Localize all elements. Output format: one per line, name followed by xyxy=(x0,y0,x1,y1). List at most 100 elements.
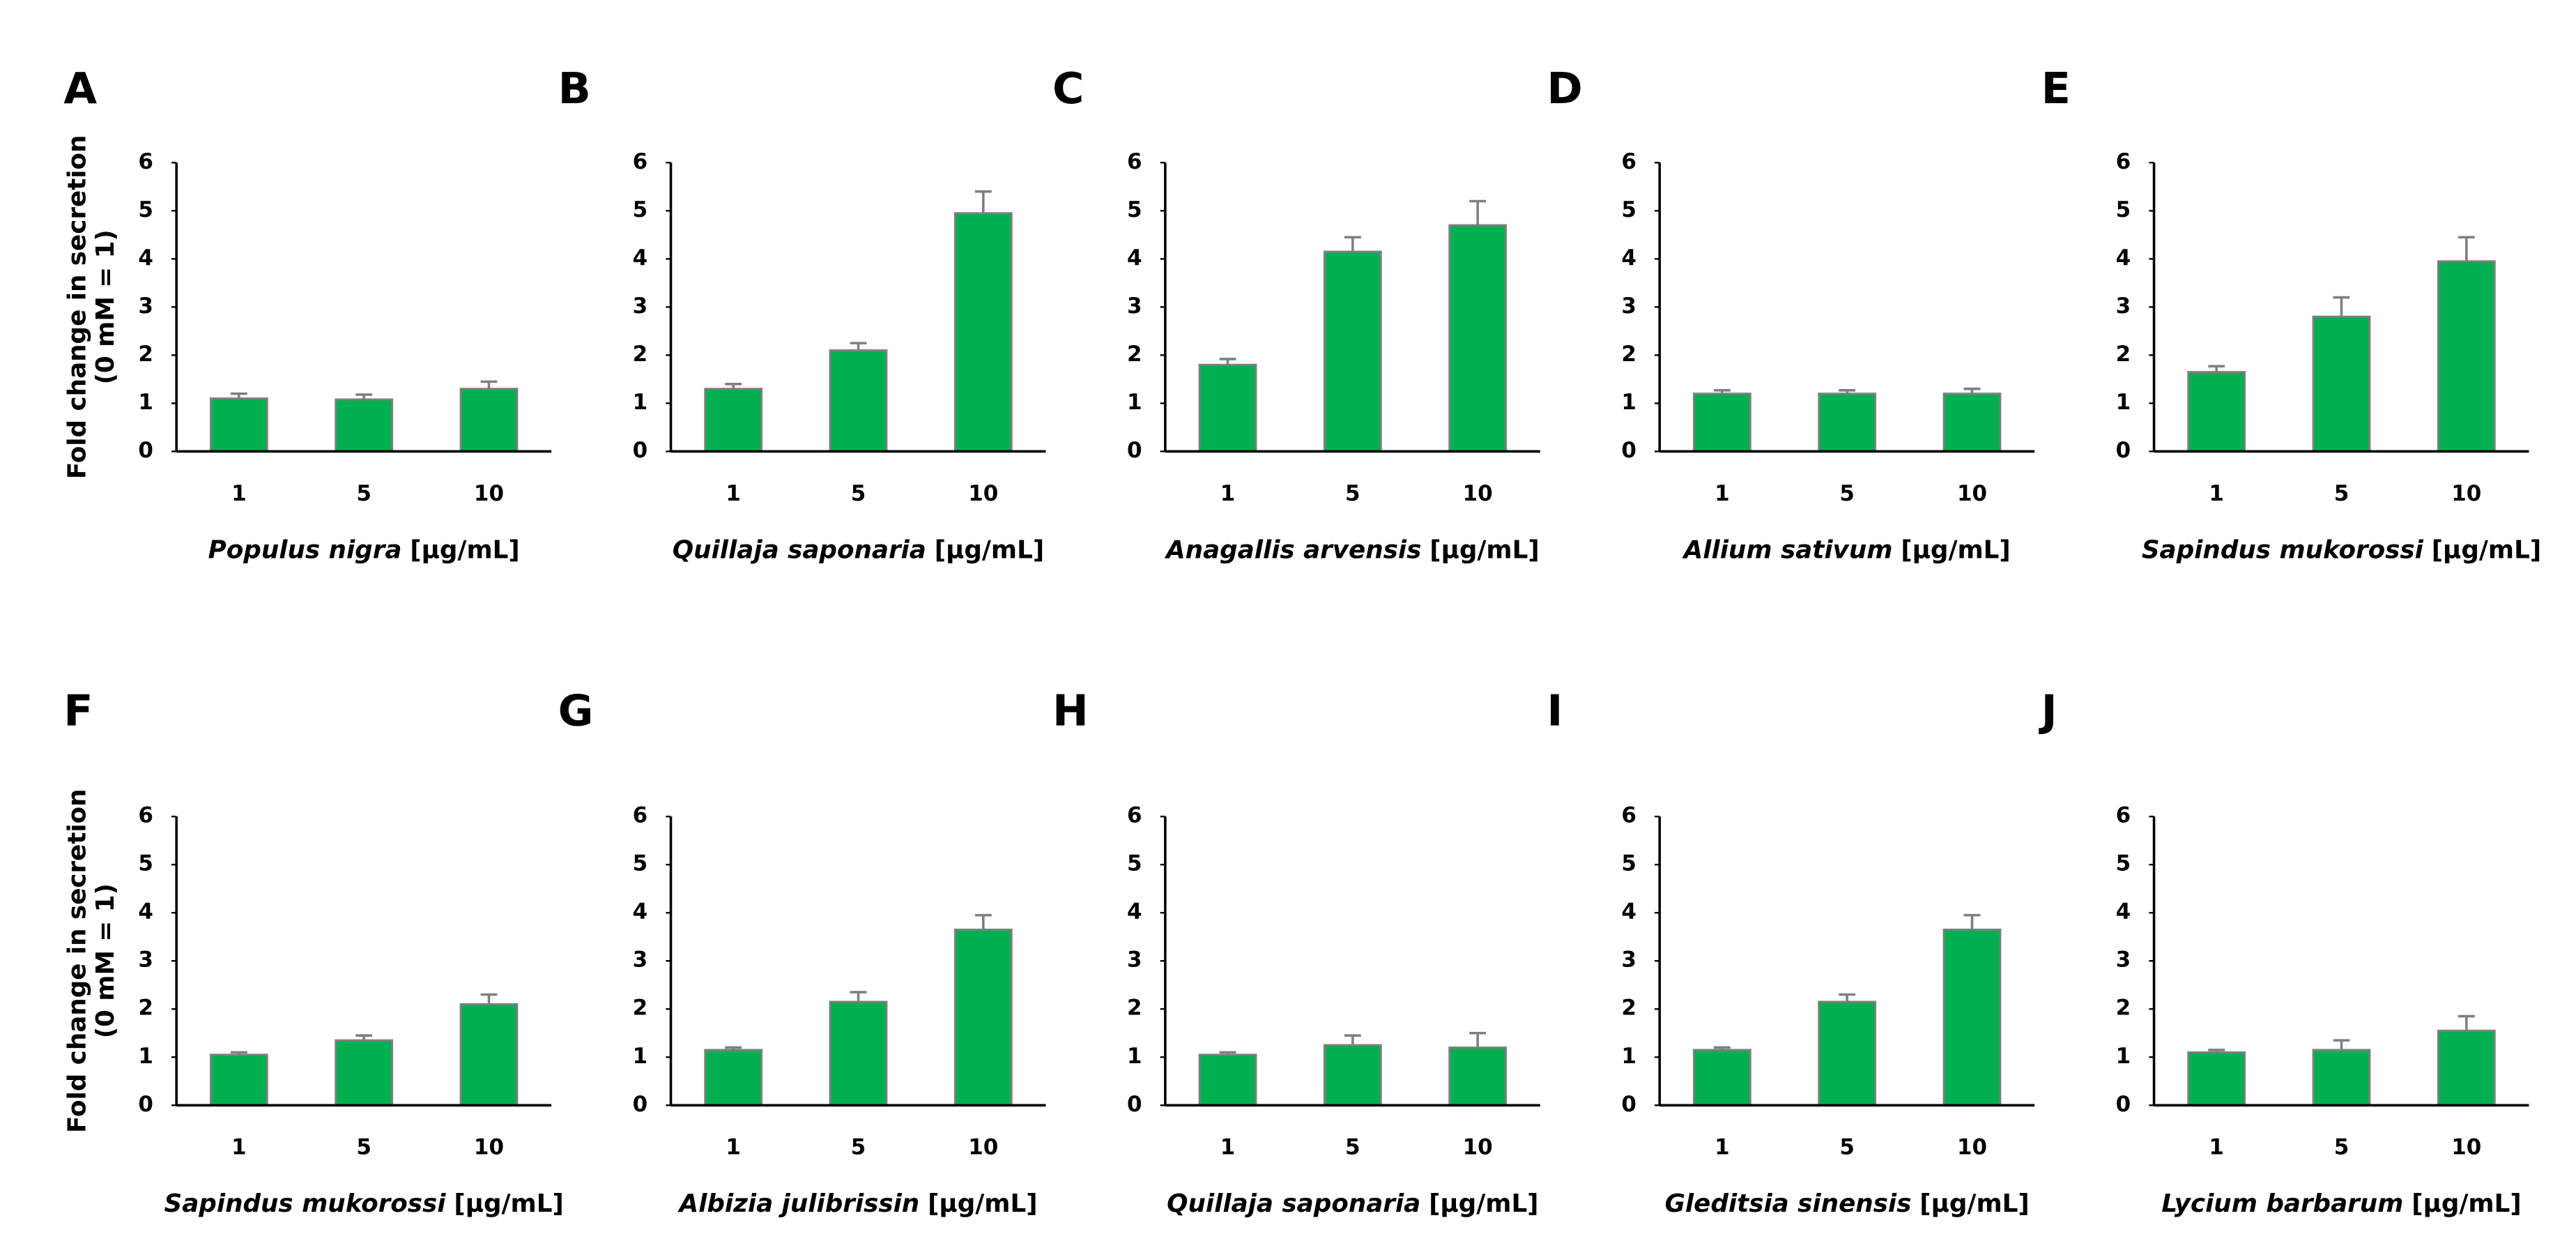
panel-label: F xyxy=(63,686,93,736)
bar xyxy=(829,349,888,452)
x-axis-label-species: Sapindus mukorossi xyxy=(2142,535,2424,564)
x-tick-label: 5 xyxy=(356,1135,371,1160)
y-tick-label: 2 xyxy=(138,342,153,367)
panel-label: D xyxy=(1547,63,1582,114)
x-tick-label: 1 xyxy=(2209,481,2224,506)
y-tick-label: 3 xyxy=(2116,294,2131,319)
error-bar xyxy=(230,392,247,399)
y-tick-label: 5 xyxy=(138,851,153,876)
x-tick-label: 10 xyxy=(1957,1135,1987,1160)
error-bar xyxy=(1344,236,1361,252)
y-tick-label: 4 xyxy=(1127,899,1142,924)
y-axis-label: Fold change in secretion xyxy=(63,135,92,480)
x-axis-label-unit: [µg/mL] xyxy=(1429,1189,1538,1218)
bar xyxy=(1448,224,1508,452)
x-axis-label-unit: [µg/mL] xyxy=(2432,535,2541,564)
x-axis-label-unit: [µg/mL] xyxy=(1429,535,1539,564)
y-tick-label: 6 xyxy=(138,803,153,828)
y-tick-label: 3 xyxy=(1127,948,1142,973)
error-bar xyxy=(1713,388,1731,394)
x-tick-label: 10 xyxy=(968,481,998,506)
y-tick-label: 2 xyxy=(2116,996,2131,1021)
y-tick-label: 3 xyxy=(2116,948,2131,973)
x-axis-label: Gleditsia sinensis [µg/mL] xyxy=(1665,1189,2030,1218)
y-tick-label: 2 xyxy=(2116,342,2131,367)
bar xyxy=(1818,1000,1877,1106)
x-tick-label: 10 xyxy=(2451,1135,2481,1160)
x-tick-label: 1 xyxy=(1220,481,1236,506)
y-tick-label: 6 xyxy=(633,149,648,174)
y-axis-label: (0 mM = 1) xyxy=(91,883,120,1038)
y-tick-label: 3 xyxy=(1621,948,1636,973)
error-bar xyxy=(2333,296,2350,317)
x-axis-label: Anagallis arvensis [µg/mL] xyxy=(1164,535,1540,564)
y-tick-label: 2 xyxy=(1621,342,1636,367)
bar xyxy=(704,388,763,452)
x-tick-label: 1 xyxy=(726,1135,741,1160)
panel-label: H xyxy=(1052,686,1089,736)
bar xyxy=(953,928,1013,1106)
x-axis-label: Allium sativum [µg/mL] xyxy=(1682,535,2011,564)
bar xyxy=(2187,371,2246,452)
y-tick-label: 1 xyxy=(633,390,648,415)
bar xyxy=(335,1039,394,1106)
x-axis-label-species: Quillaja saponaria xyxy=(1167,1189,1420,1218)
x-axis-label: Sapindus mukorossi [µg/mL] xyxy=(164,1189,564,1218)
y-tick-label: 6 xyxy=(1127,149,1142,174)
bar xyxy=(829,1000,888,1106)
y-tick-label: 4 xyxy=(138,245,153,271)
y-tick-label: 0 xyxy=(1127,438,1142,463)
panel-label: I xyxy=(1547,686,1563,736)
y-tick-label: 1 xyxy=(138,390,153,415)
x-tick-label: 5 xyxy=(356,481,371,506)
y-tick-label: 0 xyxy=(633,1092,648,1117)
error-bar xyxy=(725,1046,742,1050)
x-tick-label: 10 xyxy=(968,1135,998,1160)
x-tick-label: 5 xyxy=(1345,481,1360,506)
y-tick-label: 4 xyxy=(2116,245,2131,271)
bar xyxy=(2437,1029,2496,1106)
y-tick-label: 3 xyxy=(633,948,648,973)
x-axis-label: Albizia julibrissin [µg/mL] xyxy=(677,1189,1037,1218)
bar xyxy=(1198,363,1257,452)
y-tick-label: 1 xyxy=(138,1044,153,1069)
error-bar xyxy=(1469,199,1487,226)
bar xyxy=(1942,393,2002,452)
bar xyxy=(459,388,519,452)
x-tick-label: 1 xyxy=(1220,1135,1236,1160)
x-axis-label: Populus nigra [µg/mL] xyxy=(208,535,520,564)
x-axis-label: Quillaja saponaria [µg/mL] xyxy=(673,535,1044,564)
error-bar xyxy=(1839,993,1856,1002)
x-axis-label: Lycium barbarum [µg/mL] xyxy=(2161,1189,2521,1218)
y-tick-label: 2 xyxy=(138,996,153,1021)
y-tick-label: 1 xyxy=(1127,390,1142,415)
y-tick-label: 6 xyxy=(2116,803,2131,828)
error-bar xyxy=(355,393,373,399)
x-axis-label-unit: [µg/mL] xyxy=(1901,535,2010,564)
panel-label: B xyxy=(558,63,591,114)
y-tick-label: 3 xyxy=(138,294,153,319)
error-bar xyxy=(1219,1051,1236,1055)
x-axis-label-species: Lycium barbarum xyxy=(2161,1189,2403,1218)
y-tick-label: 1 xyxy=(2116,390,2131,415)
bar xyxy=(704,1049,763,1106)
y-tick-label: 0 xyxy=(1621,438,1636,463)
x-axis-label-species: Populus nigra xyxy=(208,535,402,564)
x-axis-label-unit: [µg/mL] xyxy=(2412,1189,2521,1218)
error-bar xyxy=(2333,1039,2350,1050)
x-tick-label: 1 xyxy=(231,1135,247,1160)
x-axis-label-species: Allium sativum xyxy=(1682,535,1893,564)
x-tick-label: 1 xyxy=(1715,1135,1730,1160)
y-tick-label: 4 xyxy=(633,899,648,924)
bar xyxy=(1198,1053,1257,1106)
y-tick-label: 0 xyxy=(633,438,648,463)
y-tick-label: 2 xyxy=(1621,996,1636,1021)
x-tick-label: 5 xyxy=(1839,1135,1855,1160)
bar xyxy=(2312,1049,2371,1106)
x-tick-label: 1 xyxy=(231,481,247,506)
x-tick-label: 5 xyxy=(1345,1135,1360,1160)
x-tick-label: 5 xyxy=(2334,481,2349,506)
y-tick-label: 5 xyxy=(1621,197,1636,222)
bar xyxy=(209,1053,268,1106)
